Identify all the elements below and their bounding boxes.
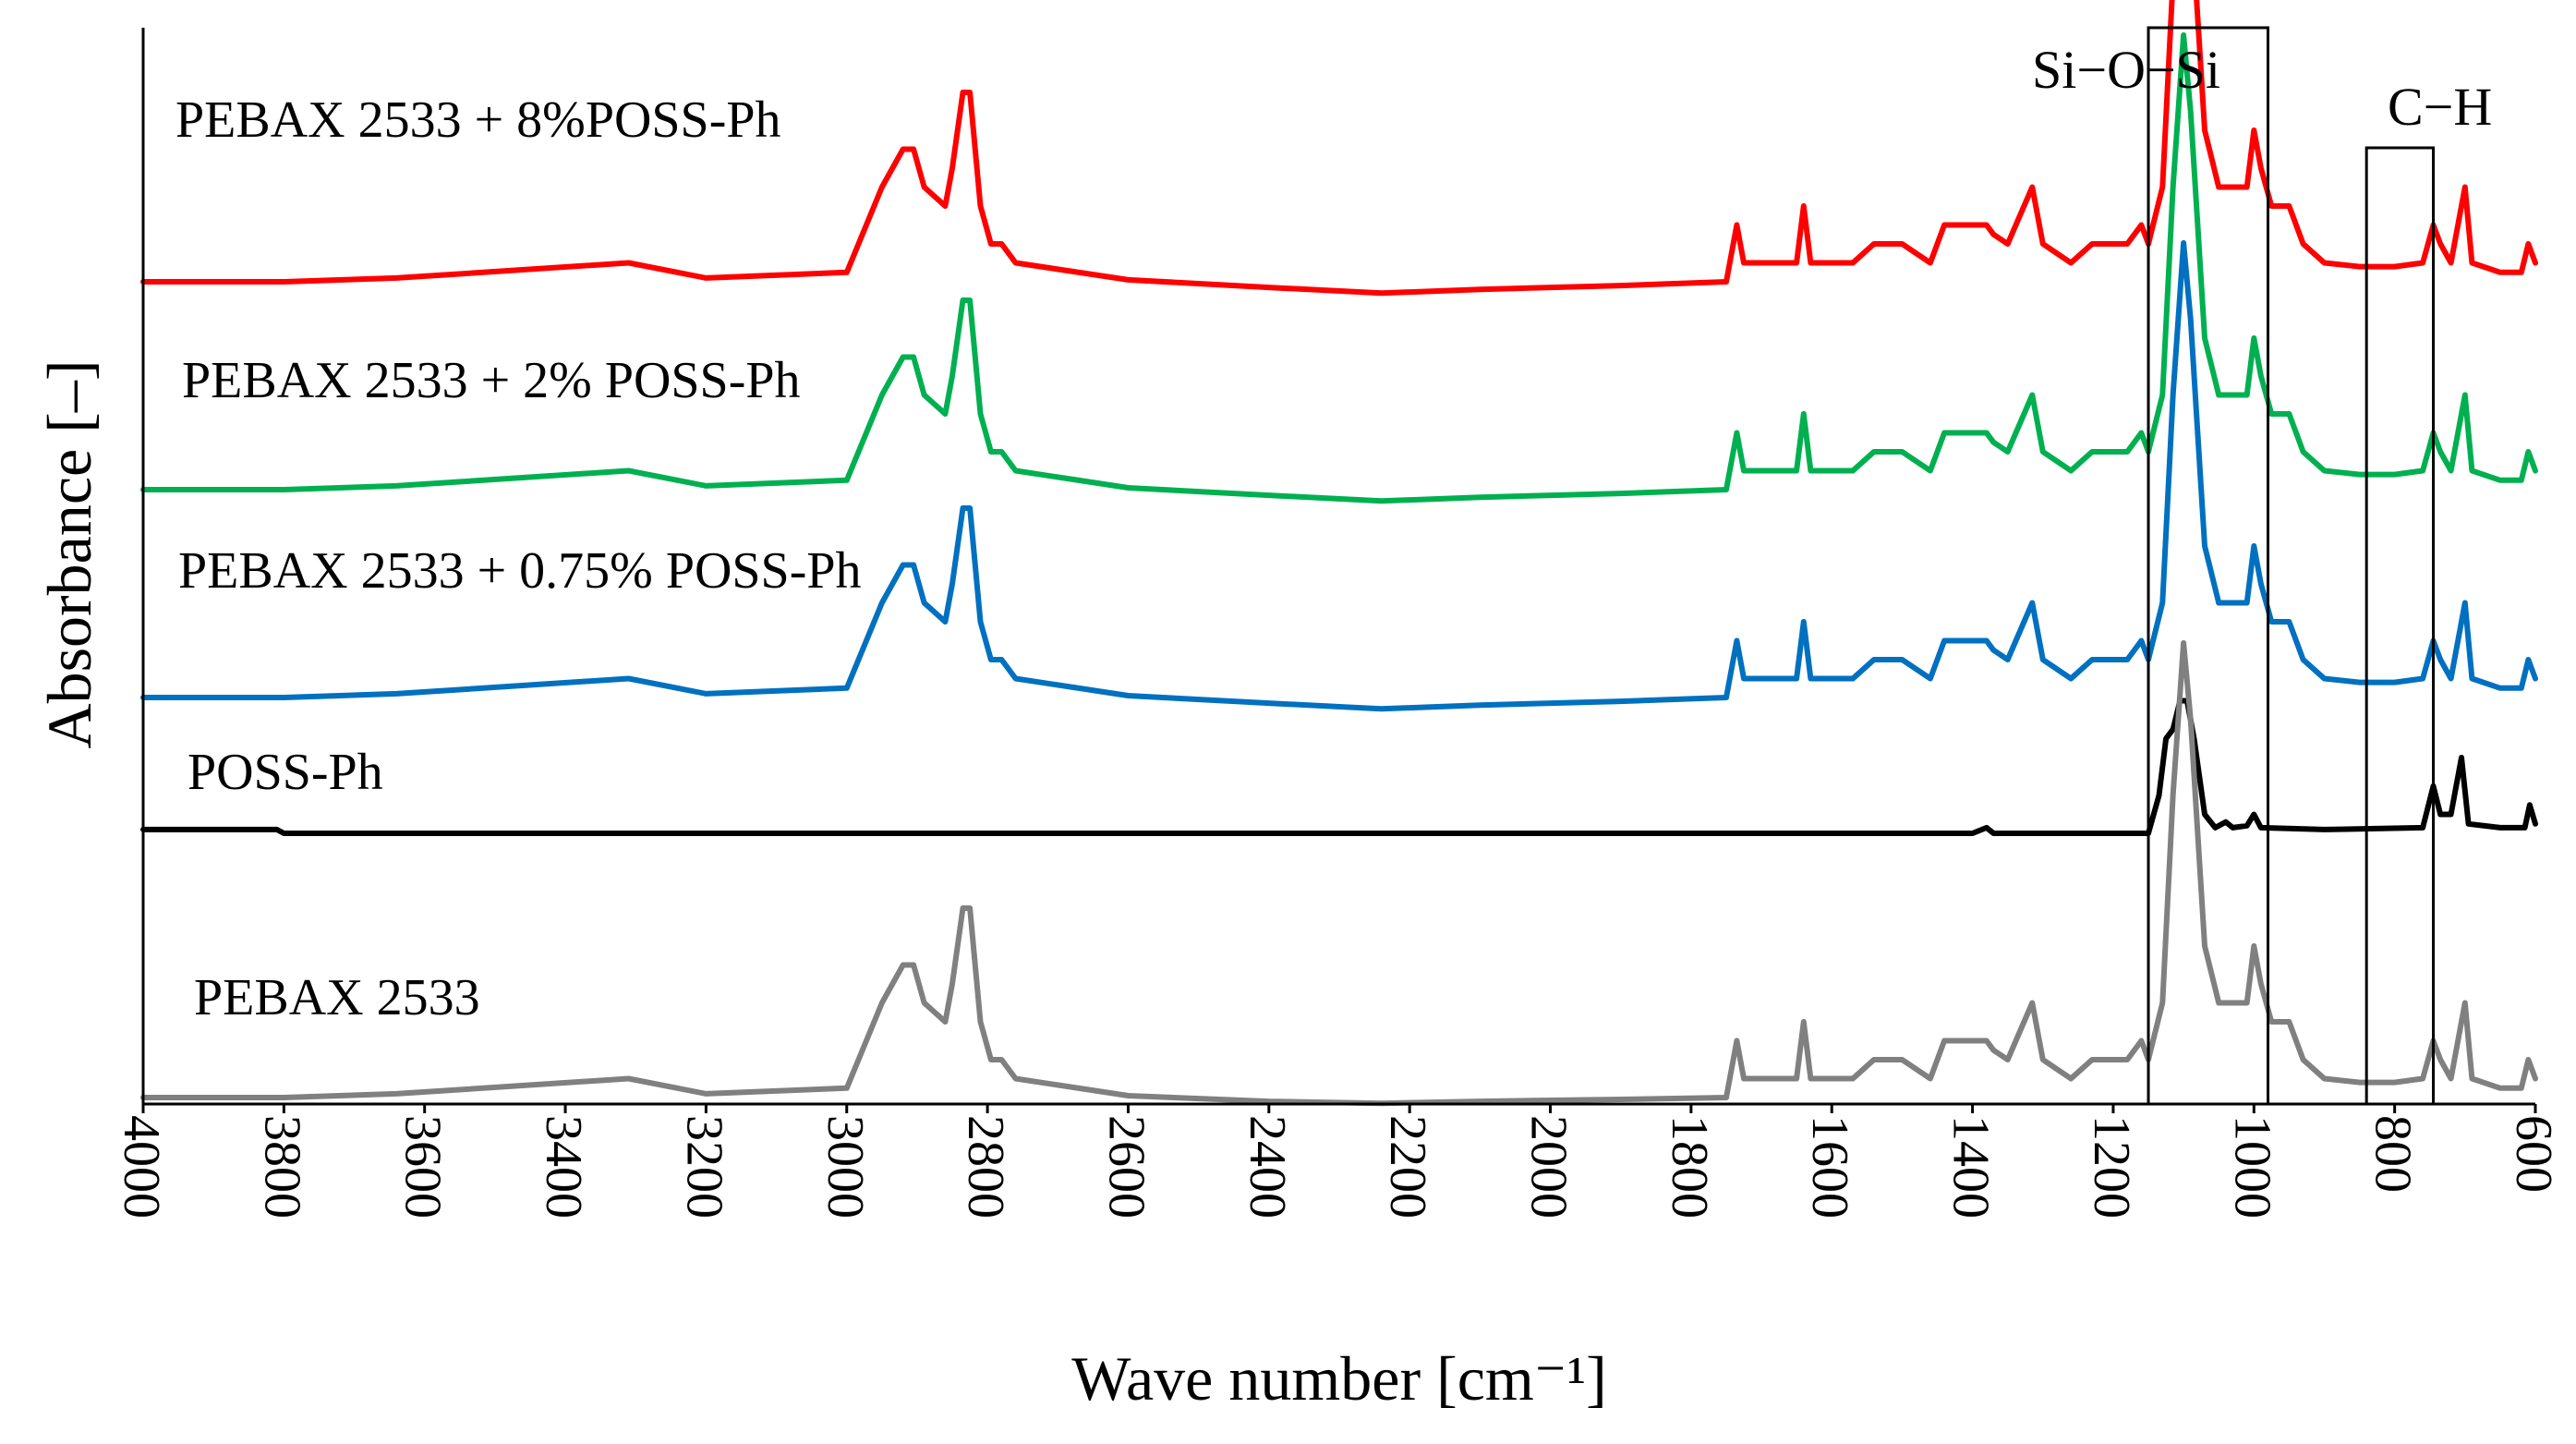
x-tick-label-600: 600	[2505, 1115, 2562, 1193]
x-tick-label-800: 800	[2364, 1115, 2422, 1193]
series-label-pebax-2533-2-poss-ph: PEBAX 2533 + 2% POSS-Ph	[182, 352, 800, 409]
x-tick-label-2000: 2000	[1520, 1115, 1578, 1219]
series-layer	[140, 0, 2538, 1107]
axis-layer: 4000 3800 3600 3400 3200 3000 2800 2600 2400 2200…	[34, 28, 2562, 1414]
series-line-pebax-2533-2-poss-ph	[140, 32, 2538, 504]
x-tick-label-3800: 3800	[253, 1115, 310, 1219]
x-tick-label-2600: 2600	[1098, 1115, 1155, 1219]
x-tick-label-3000: 3000	[816, 1115, 874, 1219]
y-axis-title: Absorbance [–]	[34, 359, 104, 748]
series-line-pebax-2533-8-poss-ph	[140, 0, 2538, 297]
x-tick-label-2800: 2800	[957, 1115, 1014, 1219]
x-tick-label-1400: 1400	[1942, 1115, 2000, 1219]
annotation-label-si-o-si: Si−O−Si	[2032, 40, 2220, 100]
x-axis-title: Wave number [cm⁻¹]	[1071, 1343, 1606, 1414]
x-tick-label-4000: 4000	[113, 1115, 170, 1219]
series-label-pebax-2533-8-poss-ph: PEBAX 2533 + 8%POSS-Ph	[175, 91, 780, 149]
x-tick-label-1600: 1600	[1801, 1115, 1858, 1219]
x-tick-label-2200: 2200	[1379, 1115, 1436, 1219]
x-tick-label-1800: 1800	[1661, 1115, 1718, 1219]
x-tick-label-3200: 3200	[675, 1115, 732, 1219]
series-label-pebax-2533: PEBAX 2533	[194, 969, 480, 1026]
label-layer: PEBAX 2533 + 8%POSS-Ph PEBAX 2533 + 2% PO…	[175, 40, 2492, 1026]
x-tick-label-1000: 1000	[2223, 1115, 2280, 1219]
series-line-pebax-2533-0-75-poss-ph	[140, 240, 2538, 712]
annotation-label-c-h: C−H	[2388, 77, 2492, 137]
x-tick-label-3400: 3400	[535, 1115, 592, 1219]
series-label-poss-ph: POSS-Ph	[187, 744, 383, 801]
series-line-pebax-2533	[140, 640, 2538, 1107]
series-label-pebax-2533-0-75-poss-ph: PEBAX 2533 + 0.75% POSS-Ph	[178, 542, 861, 600]
x-tick-label-1200: 1200	[2083, 1115, 2140, 1219]
x-tick-label-3600: 3600	[394, 1115, 452, 1219]
x-tick-label-2400: 2400	[1239, 1115, 1296, 1219]
